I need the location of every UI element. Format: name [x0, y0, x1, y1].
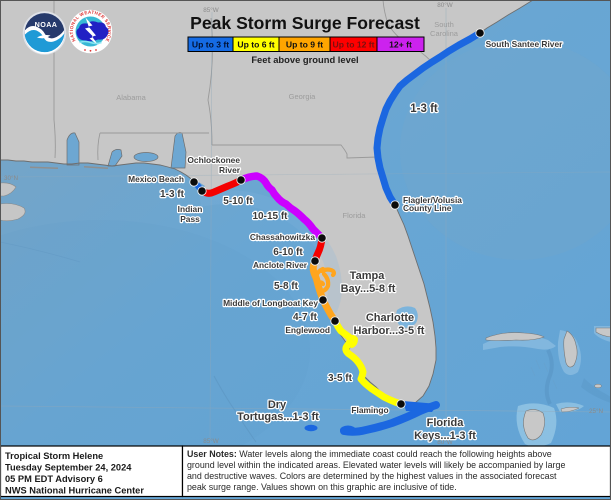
- svg-text:Flamingo: Flamingo: [351, 405, 388, 415]
- svg-text:ground level within the indica: ground level within the indicated areas.…: [187, 460, 565, 470]
- svg-text:and destructive waves. Colors: and destructive waves. Colors are determ…: [187, 471, 557, 481]
- svg-text:Harbor...3-5 ft: Harbor...3-5 ft: [354, 325, 425, 337]
- svg-text:Florida: Florida: [343, 211, 367, 220]
- svg-text:1-3 ft: 1-3 ft: [410, 103, 438, 115]
- svg-text:peak surge range. Values shown: peak surge range. Values shown on this g…: [187, 482, 457, 492]
- svg-text:80°W: 80°W: [437, 1, 453, 9]
- svg-text:5-8 ft: 5-8 ft: [274, 281, 299, 292]
- svg-text:Flagler/Volusia: Flagler/Volusia: [403, 195, 462, 205]
- svg-text:NWS National Hurricane Center: NWS National Hurricane Center: [5, 486, 144, 496]
- svg-text:County Line: County Line: [403, 203, 452, 213]
- svg-text:Carolina: Carolina: [430, 29, 459, 38]
- svg-text:5-10 ft: 5-10 ft: [223, 196, 253, 207]
- svg-text:Up to 6 ft: Up to 6 ft: [237, 40, 274, 50]
- svg-text:1-3 ft: 1-3 ft: [160, 189, 185, 200]
- svg-text:Tropical Storm Helene: Tropical Storm Helene: [5, 451, 103, 461]
- svg-text:85°W: 85°W: [203, 6, 219, 14]
- svg-text:30°N: 30°N: [4, 174, 19, 182]
- svg-text:Bay...5-8 ft: Bay...5-8 ft: [341, 283, 396, 295]
- svg-text:Peak Storm Surge Forecast: Peak Storm Surge Forecast: [190, 13, 420, 33]
- svg-text:10-15 ft: 10-15 ft: [252, 211, 288, 222]
- svg-text:Chassahowitzka: Chassahowitzka: [250, 232, 316, 242]
- svg-text:Up to 3 ft: Up to 3 ft: [192, 40, 229, 50]
- svg-text:12+ ft: 12+ ft: [389, 40, 412, 50]
- svg-text:Georgia: Georgia: [289, 92, 317, 101]
- svg-text:Anclote River: Anclote River: [253, 260, 308, 270]
- svg-text:Up to 9 ft: Up to 9 ft: [286, 40, 323, 50]
- svg-text:Mexico Beach: Mexico Beach: [128, 174, 184, 184]
- svg-text:Tuesday September 24, 2024: Tuesday September 24, 2024: [5, 463, 132, 473]
- svg-text:Tampa: Tampa: [350, 270, 386, 282]
- svg-text:NOAA: NOAA: [35, 20, 58, 29]
- svg-text:Feet above ground level: Feet above ground level: [251, 54, 358, 65]
- svg-text:Dry: Dry: [268, 399, 287, 411]
- svg-text:Up to 12 ft: Up to 12 ft: [332, 40, 374, 50]
- svg-text:Indian: Indian: [178, 204, 203, 214]
- svg-text:Ochlockonee: Ochlockonee: [187, 155, 240, 165]
- svg-text:80°W: 80°W: [437, 438, 453, 446]
- svg-text:6-10 ft: 6-10 ft: [273, 247, 303, 258]
- svg-text:Alabama: Alabama: [116, 93, 146, 102]
- svg-text:South: South: [434, 20, 454, 29]
- svg-text:Pass: Pass: [180, 214, 200, 224]
- svg-text:User Notes: Water levels along: User Notes: Water levels along the immed…: [187, 449, 552, 459]
- svg-text:Middle of Longboat Key: Middle of Longboat Key: [223, 298, 318, 308]
- svg-text:3-5 ft: 3-5 ft: [328, 373, 353, 384]
- svg-text:Charlotte: Charlotte: [366, 312, 414, 324]
- svg-text:85°W: 85°W: [203, 437, 219, 445]
- svg-text:River: River: [219, 165, 241, 175]
- svg-text:Englewood: Englewood: [285, 325, 330, 335]
- svg-text:05 PM EDT Advisory 6: 05 PM EDT Advisory 6: [5, 474, 103, 484]
- svg-text:Florida: Florida: [427, 417, 465, 429]
- svg-text:Keys...1-3 ft: Keys...1-3 ft: [414, 430, 476, 442]
- svg-text:Tortugas...1-3 ft: Tortugas...1-3 ft: [237, 411, 319, 423]
- svg-text:South Santee River: South Santee River: [486, 39, 564, 49]
- svg-text:25°N: 25°N: [589, 407, 604, 415]
- svg-text:4-7 ft: 4-7 ft: [293, 312, 318, 323]
